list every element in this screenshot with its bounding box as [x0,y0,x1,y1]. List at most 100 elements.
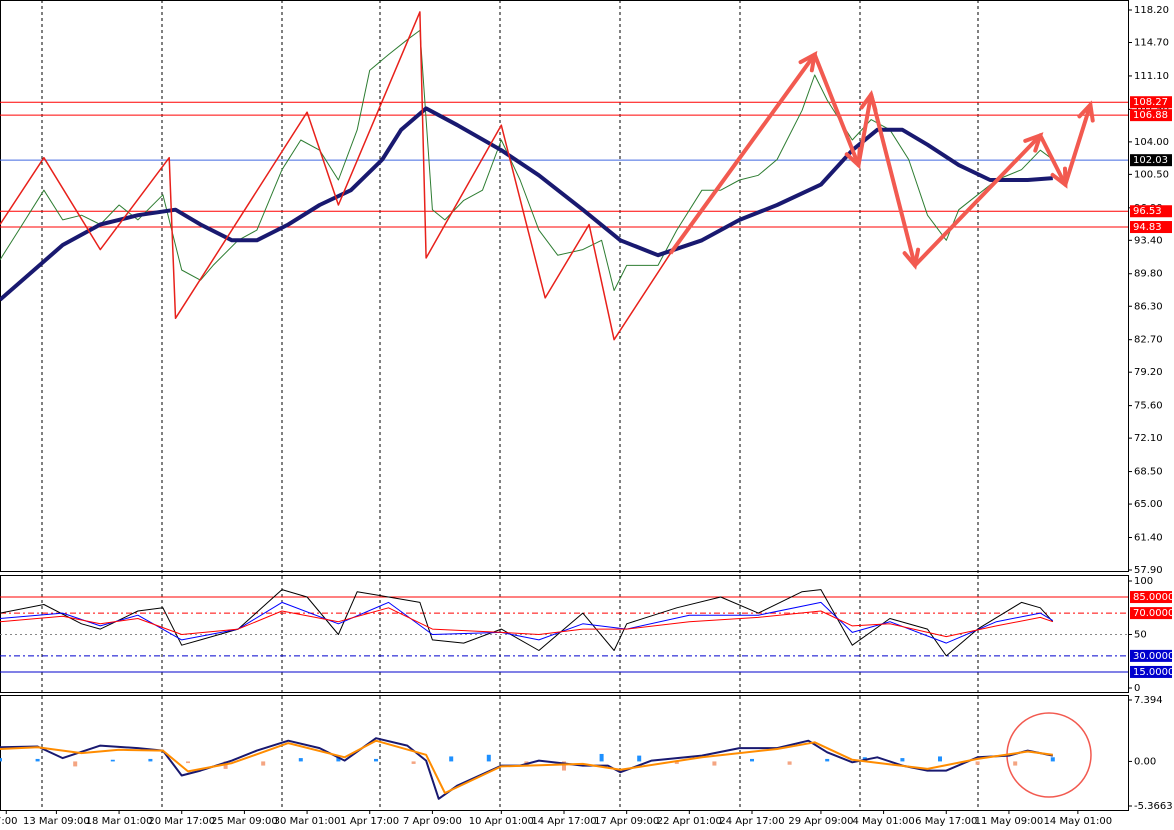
y-tick-label: 82.70 [1134,335,1163,346]
y-tick-label: -5.3663 [1134,801,1173,812]
histogram-bar [787,761,792,765]
level-label-box [1130,591,1172,604]
histogram-bar [35,758,40,762]
series-line [0,11,672,341]
x-tick-label: 7 Apr 09:00 [403,816,462,827]
y-tick-label: 89.80 [1134,269,1163,280]
histogram-bar [637,755,642,762]
arrow-head [902,247,921,270]
y-tick-label: 57.90 [1134,565,1163,576]
y-tick-label: 75.60 [1134,401,1163,412]
level-label: 85.0000 [1133,592,1174,603]
histogram-bar [900,758,905,762]
y-tick-label: 65.00 [1134,499,1163,510]
x-tick-label: 17 Apr 09:00 [594,816,659,827]
y-tick-label: 86.30 [1134,301,1163,312]
y-tick-label: 7.394 [1134,695,1163,706]
arrow-head [1050,166,1068,189]
x-tick-label: 13 Mar 09:00 [23,816,90,827]
level-label: 30.0000 [1133,651,1174,662]
y-tick-label: 104.00 [1134,137,1169,148]
y-tick-label: 114.70 [1134,38,1169,49]
y-tick-label: 118.20 [1134,5,1169,16]
histogram-bar [261,761,266,766]
level-label: 94.83 [1133,222,1162,233]
y-tick-label: 0 [1134,683,1140,694]
histogram-bar [938,756,942,762]
y-tick-label: 0.00 [1134,756,1156,767]
histogram-bar [1050,757,1055,762]
y-tick-label: 50 [1134,630,1147,641]
histogram-bar [599,753,604,762]
arrow-path [668,52,1093,268]
y-tick-label: 61.40 [1134,532,1163,543]
series-line [0,601,1054,644]
histogram-bar [486,754,491,762]
histogram-bar [449,756,454,762]
arrow-head [1077,100,1095,123]
level-label-box [1130,205,1172,218]
histogram-bar [1013,761,1018,766]
x-tick-label: 22 Apr 01:00 [657,816,722,827]
level-label: 108.27 [1133,97,1168,108]
y-tick-label: 72.10 [1134,433,1163,444]
histogram-bar [750,758,754,762]
histogram-bar [73,761,78,767]
level-label-box [1130,649,1172,662]
x-tick-label: 20 Mar 17:00 [148,816,215,827]
level-label-box [1130,221,1172,234]
histogram-bar [975,761,980,765]
series-line [0,607,1053,638]
x-tick-label: 14 Apr 17:00 [531,816,596,827]
x-tick-label: 1 Apr 17:00 [340,816,399,827]
x-tick-label: 18 Mar 01:00 [86,816,153,827]
histogram-bar [298,758,303,762]
level-label-box [1130,109,1172,122]
level-label: 70.0000 [1133,608,1174,619]
level-label-box [1130,607,1172,620]
histogram-bar [712,761,717,766]
x-tick-label: 4 May 01:00 [852,816,914,827]
level-label: 106.88 [1133,110,1168,121]
y-tick-label: 68.50 [1134,467,1163,478]
arrow-head [844,147,862,170]
histogram-bar [825,758,830,762]
y-tick-label: 100.50 [1134,169,1169,180]
level-label-box [1130,96,1172,109]
level-label-box [1130,154,1172,167]
time-grid [41,0,979,810]
x-tick-label: 11 May 09:00 [975,816,1044,827]
y-tick-label: 93.40 [1134,235,1163,246]
x-tick-label: 14 May 01:00 [1044,816,1113,827]
histogram-bar [411,761,416,764]
histogram-bar [110,759,115,762]
series-line [0,106,1053,302]
histogram-bar [674,761,679,764]
y-tick-label: 100 [1134,576,1153,587]
series-line [0,739,1053,794]
arrow-head [1023,132,1044,153]
histogram-bar [562,761,566,771]
x-tick-label: 10 Apr 01:00 [469,816,534,827]
arrow-head [798,50,818,73]
histogram-bar [374,758,378,762]
y-tick-label: 79.20 [1134,367,1163,378]
histogram-bar [148,758,153,762]
x-tick-label: 7:00 [0,816,18,827]
x-tick-label: 6 May 17:00 [915,816,977,827]
level-label: 102.03 [1133,155,1168,166]
y-tick-label: 111.10 [1134,71,1169,82]
level-label: 15.0000 [1133,667,1174,678]
histogram-bar [0,758,2,762]
x-tick-label: 24 Apr 17:00 [719,816,784,827]
level-label: 96.53 [1133,206,1162,217]
x-tick-label: 30 Mar 01:00 [274,816,341,827]
histogram-bar [186,761,190,764]
level-label-box [1130,665,1172,678]
series-line [0,29,1054,291]
histogram-bar [336,757,341,762]
arrow-head [859,89,878,112]
x-tick-label: 25 Mar 09:00 [211,816,278,827]
